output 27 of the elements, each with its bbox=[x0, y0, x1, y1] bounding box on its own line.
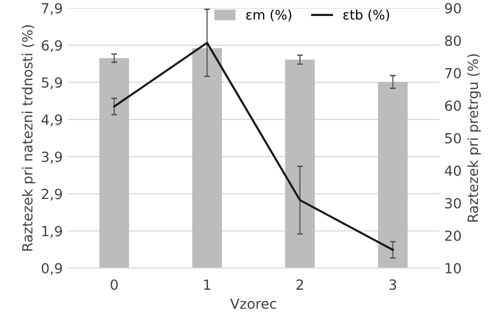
x-tick-label: 0 bbox=[110, 279, 118, 290]
y-axis-title: Raztezek pri natezni trdnosti (%) bbox=[22, 25, 36, 251]
x-axis-title: Vzorec bbox=[230, 298, 276, 309]
y2-tick-label: 20 bbox=[445, 230, 461, 242]
y-tick-label: 4,9 bbox=[42, 114, 62, 126]
y2-tick-label: 60 bbox=[445, 100, 461, 112]
y2-axis-title: Raztezek pri pretrgu (%) bbox=[467, 54, 481, 222]
x-tick-label: 1 bbox=[204, 280, 210, 290]
y-tick-label: 7,9 bbox=[42, 2, 62, 15]
legend-label: εtb (%) bbox=[343, 10, 390, 22]
y-tick-label: 3,9 bbox=[42, 152, 62, 164]
y2-tick-label: 10 bbox=[446, 263, 461, 274]
y2-tick-label: 70 bbox=[445, 68, 461, 78]
y-tick-label: 6,9 bbox=[42, 40, 62, 52]
y-tick-label: 1,9 bbox=[42, 226, 62, 238]
legend-label: εm (%) bbox=[246, 10, 292, 22]
y-tick-label: 5,9 bbox=[42, 77, 62, 90]
line-series bbox=[113, 42, 394, 251]
x-tick-label: 3 bbox=[389, 279, 396, 290]
y-tick-label: 2,9 bbox=[42, 188, 62, 201]
y-tick-label: 0,9 bbox=[42, 263, 62, 275]
y2-tick-label: 50 bbox=[445, 133, 461, 144]
y2-tick-label: 80 bbox=[445, 35, 461, 46]
y2-tick-label: 40 bbox=[444, 166, 461, 176]
y2-tick-label: 30 bbox=[445, 198, 461, 209]
x-tick-label: 2 bbox=[296, 279, 303, 290]
y2-tick-label: 90 bbox=[444, 2, 461, 14]
